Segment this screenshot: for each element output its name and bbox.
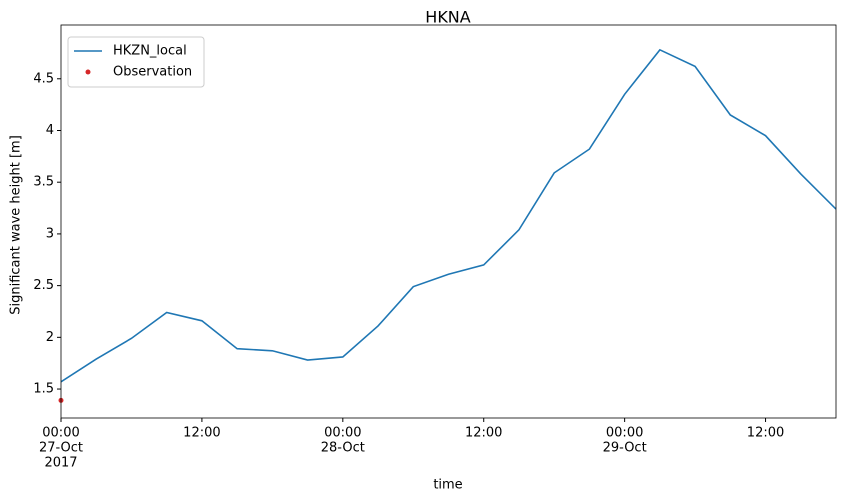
- legend-box: [67, 36, 205, 88]
- y-tick-label: 4: [46, 123, 54, 138]
- x-tick-label: 00:00: [606, 426, 643, 441]
- x-tick-label: 12:00: [747, 426, 784, 441]
- chart-title: HKNA: [425, 8, 470, 27]
- x-tick-label: 27-Oct: [39, 441, 83, 456]
- x-tick-label: 00:00: [42, 426, 79, 441]
- x-tick-label: 00:00: [324, 426, 361, 441]
- x-tick-label: 28-Oct: [321, 441, 365, 456]
- y-tick-label: 3: [46, 226, 54, 241]
- x-tick-label: 12:00: [183, 426, 220, 441]
- plot-frame: [60, 24, 837, 419]
- y-tick-label: 1.5: [33, 382, 54, 397]
- y-axis-label: Significant wave height [m]: [9, 135, 24, 315]
- y-tick-label: 4.5: [33, 71, 54, 86]
- x-tick-label: 2017: [44, 456, 77, 471]
- x-tick-label: 12:00: [465, 426, 502, 441]
- x-tick-label: 29-Oct: [603, 441, 647, 456]
- legend-marker: [85, 69, 91, 75]
- line: [61, 48, 836, 383]
- legend-label: Observation: [113, 65, 192, 80]
- x-axis-label: time: [433, 478, 462, 493]
- legend-label: HKZN_local: [113, 44, 187, 59]
- y-tick-label: 2: [46, 330, 54, 345]
- y-tick-label: 3.5: [33, 175, 54, 190]
- y-tick-label: 2.5: [33, 278, 54, 293]
